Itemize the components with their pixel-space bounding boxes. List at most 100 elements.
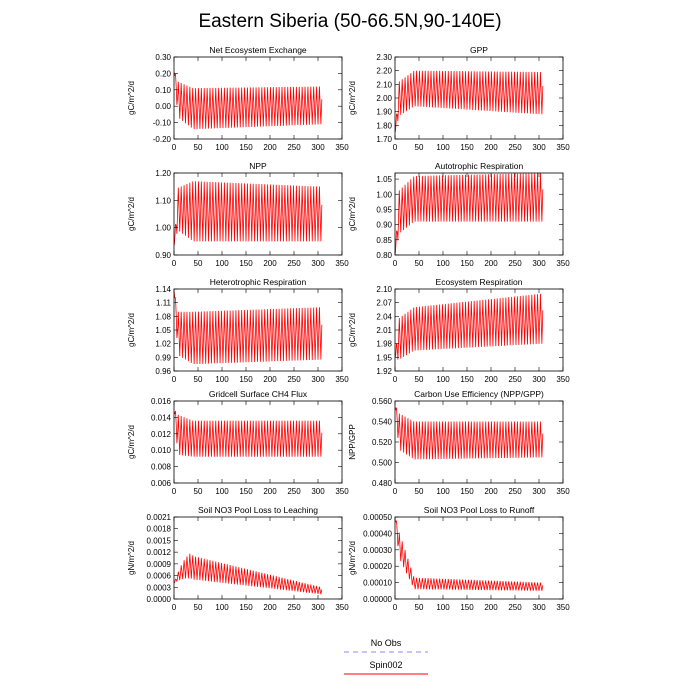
y-tick-label: 0.0018 — [147, 525, 172, 534]
x-tick-label: 100 — [215, 487, 229, 496]
x-tick-label: 150 — [239, 603, 253, 612]
panel-soil-no3-pool-loss-to-runoff: Soil NO3 Pool Loss to Runoff gN/m^2/d 0 50 1… — [348, 505, 570, 612]
y-tick-label: 1.08 — [155, 312, 171, 321]
y-tick-label: 2.07 — [376, 299, 392, 308]
x-tick-label: 100 — [436, 603, 450, 612]
panel-gridcell-surface-ch4-flux: Gridcell Surface CH4 Flux gC/m^2/d 0 50 100 1… — [127, 389, 349, 496]
x-tick-label: 200 — [484, 375, 498, 384]
y-tick-label: 1.11 — [156, 299, 172, 308]
x-tick-label: 50 — [194, 375, 203, 384]
plot-frame-gridcell-surface-ch4-flux — [173, 400, 343, 484]
panel-title-autotrophic-respiration: Autotrophic Respiration — [435, 161, 524, 171]
x-tick-label: 250 — [508, 375, 522, 384]
y-axis-label-ecosystem-respiration: gC/m^2/d — [348, 313, 357, 347]
y-tick-label: 0.00010 — [363, 579, 392, 588]
x-tick-label: 350 — [335, 603, 349, 612]
y-tick-label: 0.00 — [155, 102, 171, 111]
y-tick-label: 1.70 — [376, 135, 392, 144]
legend: No Obs Spin002 — [344, 638, 428, 675]
x-tick-label: 350 — [556, 375, 570, 384]
x-tick-label: 50 — [415, 259, 424, 268]
y-tick-label: 0.90 — [155, 251, 171, 260]
y-tick-label: 0.0000 — [147, 595, 172, 604]
y-axis-label-autotrophic-respiration: gC/m^2/d — [348, 197, 357, 231]
x-tick-label: 100 — [436, 259, 450, 268]
x-tick-label: 300 — [532, 603, 546, 612]
panel-title-carbon-use-efficiency-npp-gpp: Carbon Use Efficiency (NPP/GPP) — [414, 389, 544, 399]
panel-soil-no3-pool-loss-to-leaching: Soil NO3 Pool Loss to Leaching gN/m^2/d 0 5… — [127, 505, 349, 612]
x-tick-label: 150 — [460, 143, 474, 152]
y-tick-label: 0.560 — [372, 397, 393, 406]
y-tick-label: 0.0021 — [147, 513, 172, 522]
x-tick-label: 0 — [172, 375, 177, 384]
y-tick-label: 0.0012 — [147, 548, 172, 557]
x-tick-label: 0 — [393, 603, 398, 612]
y-tick-label: 0.0015 — [147, 536, 172, 545]
series-line-gridcell-surface-ch4-flux — [174, 410, 323, 457]
y-tick-label: 2.01 — [376, 326, 392, 335]
x-tick-label: 150 — [239, 487, 253, 496]
plot-frame-npp — [173, 172, 343, 256]
y-tick-label: 0.10 — [155, 86, 171, 95]
series-line-autotrophic-respiration — [395, 173, 544, 254]
panel-title-net-ecosystem-exchange: Net Ecosystem Exchange — [209, 45, 307, 55]
y-tick-label: 0.012 — [151, 430, 172, 439]
y-tick-label: 0.95 — [376, 205, 392, 214]
panels: Net Ecosystem Exchange gC/m^2/d 0 50 100 150 2… — [127, 45, 570, 612]
x-tick-label: 200 — [263, 259, 277, 268]
x-tick-label: 250 — [508, 143, 522, 152]
y-tick-label: 0.20 — [155, 69, 171, 78]
x-tick-label: 200 — [484, 259, 498, 268]
y-tick-label: 0.014 — [151, 413, 172, 422]
panel-title-ecosystem-respiration: Ecosystem Respiration — [436, 277, 523, 287]
x-tick-label: 0 — [172, 259, 177, 268]
x-tick-label: 50 — [415, 143, 424, 152]
x-tick-label: 150 — [460, 259, 474, 268]
y-tick-label: 1.20 — [155, 169, 171, 178]
y-tick-label: 2.20 — [376, 67, 392, 76]
x-tick-label: 250 — [508, 259, 522, 268]
x-tick-label: 250 — [287, 143, 301, 152]
y-tick-label: 0.00020 — [363, 562, 392, 571]
y-tick-label: 0.010 — [151, 446, 172, 455]
y-tick-label: -0.20 — [153, 135, 172, 144]
y-axis-label-soil-no3-pool-loss-to-leaching: gN/m^2/d — [127, 541, 136, 575]
x-tick-label: 350 — [556, 143, 570, 152]
y-tick-label: 1.00 — [155, 224, 171, 233]
y-axis-label-npp: gC/m^2/d — [127, 197, 136, 231]
x-tick-label: 100 — [436, 143, 450, 152]
series-line-net-ecosystem-exchange — [174, 72, 323, 130]
x-tick-label: 200 — [263, 603, 277, 612]
y-tick-label: 0.008 — [151, 463, 172, 472]
y-axis-label-carbon-use-efficiency-npp-gpp: NPP/GPP — [348, 424, 357, 460]
y-axis-label-soil-no3-pool-loss-to-runoff: gN/m^2/d — [348, 541, 357, 575]
y-tick-label: 0.480 — [372, 479, 393, 488]
y-tick-label: 0.520 — [372, 438, 393, 447]
x-tick-label: 150 — [460, 375, 474, 384]
y-tick-label: 1.00 — [376, 190, 392, 199]
x-tick-label: 100 — [215, 603, 229, 612]
x-tick-label: 0 — [393, 259, 398, 268]
panel-title-soil-no3-pool-loss-to-runoff: Soil NO3 Pool Loss to Runoff — [424, 505, 535, 515]
x-tick-label: 250 — [508, 603, 522, 612]
panel-autotrophic-respiration: Autotrophic Respiration gC/m^2/d 0 50 100 150… — [348, 161, 570, 268]
y-tick-label: 2.04 — [376, 312, 392, 321]
x-tick-label: 200 — [263, 143, 277, 152]
x-tick-label: 100 — [215, 259, 229, 268]
y-tick-label: 0.90 — [376, 221, 392, 230]
x-tick-label: 200 — [484, 143, 498, 152]
x-tick-label: 300 — [311, 375, 325, 384]
y-tick-label: 2.10 — [376, 80, 392, 89]
y-tick-label: 1.10 — [155, 196, 171, 205]
x-tick-label: 150 — [460, 603, 474, 612]
y-tick-label: -0.10 — [153, 119, 172, 128]
figure-title: Eastern Siberia (50-66.5N,90-140E) — [198, 11, 501, 32]
x-tick-label: 0 — [172, 143, 177, 152]
x-tick-label: 300 — [532, 143, 546, 152]
panel-net-ecosystem-exchange: Net Ecosystem Exchange gC/m^2/d 0 50 100 150 2… — [127, 45, 349, 152]
x-tick-label: 0 — [172, 603, 177, 612]
x-tick-label: 300 — [311, 143, 325, 152]
y-tick-label: 1.14 — [155, 285, 171, 294]
series-line-soil-no3-pool-loss-to-runoff — [395, 520, 544, 591]
